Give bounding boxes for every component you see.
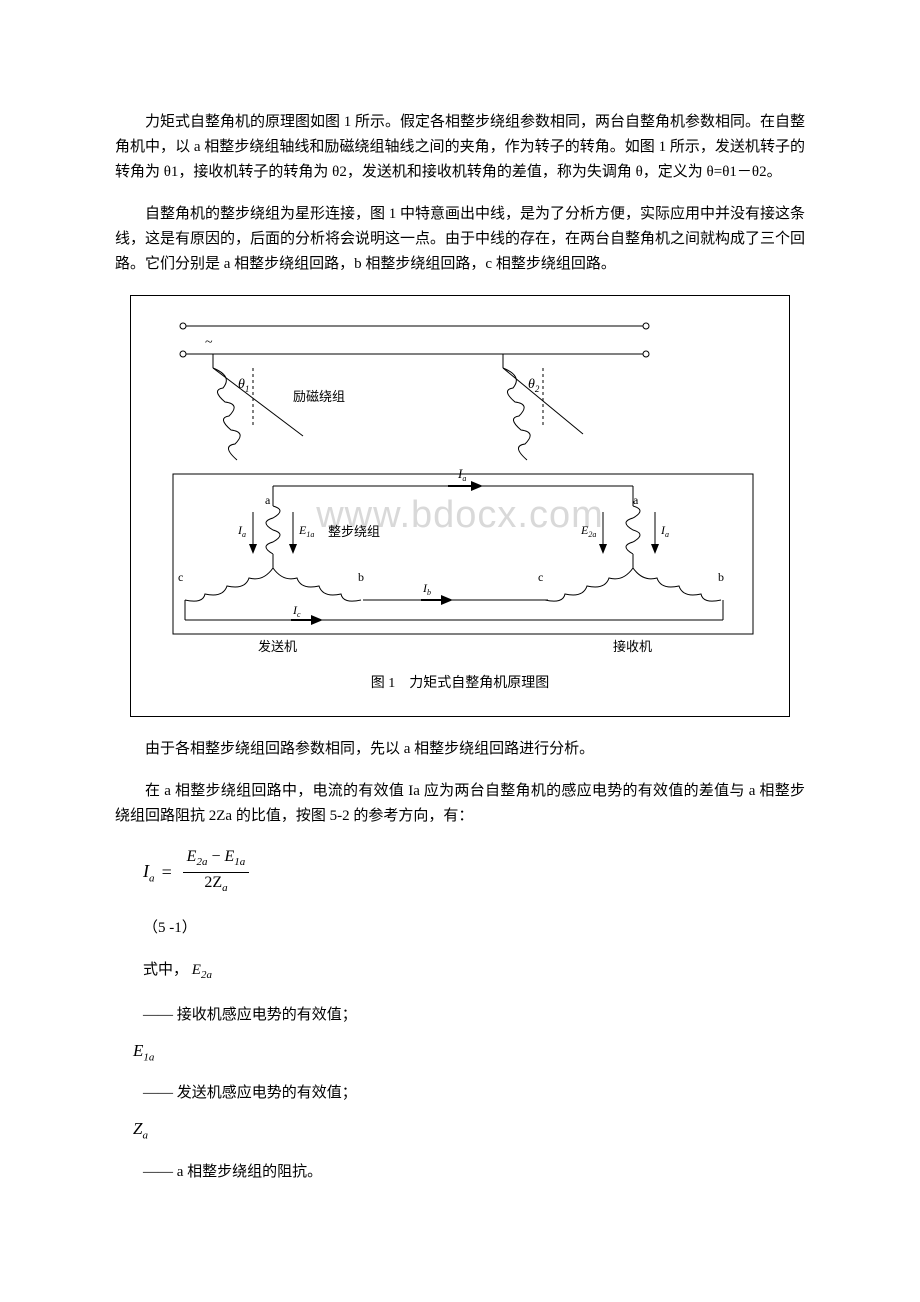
- svg-text:E1a: E1a: [298, 523, 314, 539]
- svg-text:a: a: [633, 493, 639, 507]
- def-e2a: —— 接收机感应电势的有效值；: [143, 1003, 805, 1027]
- svg-text:E2a: E2a: [580, 523, 596, 539]
- paragraph-3: 由于各相整步绕组回路参数相同，先以 a 相整步绕组回路进行分析。: [115, 737, 805, 762]
- svg-text:Ic: Ic: [292, 603, 301, 619]
- svg-text:Ib: Ib: [422, 581, 431, 597]
- shizhong-line: 式中， E2a: [143, 958, 805, 985]
- def-za: —— a 相整步绕组的阻抗。: [143, 1160, 805, 1184]
- svg-text:整步绕组: 整步绕组: [328, 524, 380, 539]
- svg-text:接收机: 接收机: [613, 639, 652, 654]
- svg-text:b: b: [718, 570, 724, 584]
- formula-5-1: Ia = E2a − E1a 2Za: [143, 847, 805, 898]
- paragraph-4: 在 a 相整步绕组回路中，电流的有效值 Ia 应为两台自整角机的感应电势的有效值…: [115, 779, 805, 829]
- svg-text:Ia: Ia: [660, 523, 669, 539]
- svg-text:c: c: [538, 570, 543, 584]
- svg-text:θ2: θ2: [528, 377, 540, 394]
- symbol-e1a: E1a: [133, 1041, 805, 1063]
- svg-text:Ia: Ia: [237, 523, 246, 539]
- figure-1-caption: 图 1 力矩式自整角机原理图: [143, 672, 777, 692]
- def-e1a: —— 发送机感应电势的有效值；: [143, 1081, 805, 1105]
- svg-text:a: a: [265, 493, 271, 507]
- tilde-symbol: ~: [205, 335, 213, 350]
- paragraph-1: 力矩式自整角机的原理图如图 1 所示。假定各相整步绕组参数相同，两台自整角机参数…: [115, 110, 805, 184]
- paragraph-2: 自整角机的整步绕组为星形连接，图 1 中特意画出中线，是为了分析方便，实际应用中…: [115, 202, 805, 276]
- svg-text:θ1: θ1: [238, 377, 249, 394]
- figure-1-svg: ~ θ1 励磁绕组 θ2 Ia a: [143, 306, 783, 666]
- svg-text:发送机: 发送机: [258, 639, 297, 654]
- equation-number: （5 -1）: [143, 916, 805, 940]
- svg-text:c: c: [178, 570, 183, 584]
- figure-1-container: www.bdocx.com ~ θ1 励磁绕组: [130, 295, 790, 717]
- svg-text:励磁绕组: 励磁绕组: [293, 389, 345, 404]
- symbol-za: Za: [133, 1119, 805, 1141]
- svg-text:b: b: [358, 570, 364, 584]
